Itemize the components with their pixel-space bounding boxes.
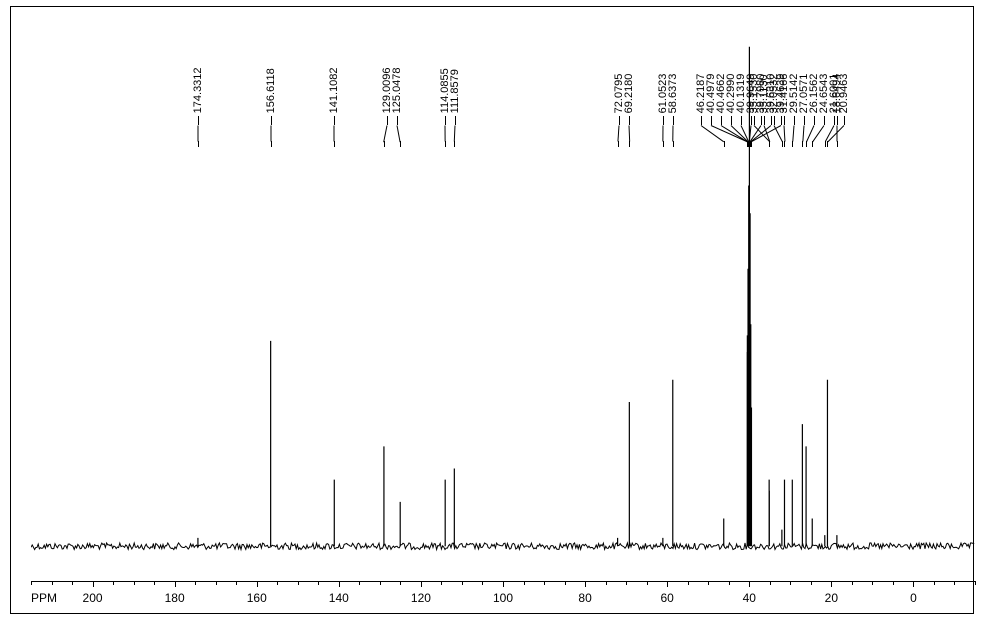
axis-minor-tick bbox=[524, 581, 525, 585]
x-axis: PPM 200180160140120100806040200 bbox=[31, 581, 975, 617]
axis-tick-label: 40 bbox=[743, 591, 756, 605]
axis-minor-tick bbox=[565, 581, 566, 585]
axis-minor-tick bbox=[852, 581, 853, 585]
baseline-noise bbox=[31, 19, 975, 574]
axis-minor-tick bbox=[318, 581, 319, 585]
axis-major-tick bbox=[503, 581, 504, 587]
axis-minor-tick bbox=[380, 581, 381, 585]
axis-major-tick bbox=[257, 581, 258, 587]
axis-major-tick bbox=[585, 581, 586, 587]
axis-minor-tick bbox=[954, 581, 955, 585]
axis-minor-tick bbox=[277, 581, 278, 585]
axis-tick-label: 80 bbox=[578, 591, 591, 605]
axis-minor-tick bbox=[975, 581, 976, 585]
axis-minor-tick bbox=[708, 581, 709, 585]
axis-minor-tick bbox=[236, 581, 237, 585]
axis-minor-tick bbox=[688, 581, 689, 585]
axis-minor-tick bbox=[482, 581, 483, 585]
axis-major-tick bbox=[667, 581, 668, 587]
axis-major-tick bbox=[831, 581, 832, 587]
axis-major-tick bbox=[93, 581, 94, 587]
axis-minor-tick bbox=[934, 581, 935, 585]
axis-minor-tick bbox=[647, 581, 648, 585]
axis-minor-tick bbox=[729, 581, 730, 585]
axis-minor-tick bbox=[441, 581, 442, 585]
axis-tick-label: 120 bbox=[411, 591, 431, 605]
axis-major-tick bbox=[175, 581, 176, 587]
axis-major-tick bbox=[339, 581, 340, 587]
axis-tick-label: 60 bbox=[660, 591, 673, 605]
axis-minor-tick bbox=[544, 581, 545, 585]
axis-tick-label: 160 bbox=[247, 591, 267, 605]
axis-major-tick bbox=[913, 581, 914, 587]
axis-minor-tick bbox=[359, 581, 360, 585]
axis-minor-tick bbox=[770, 581, 771, 585]
axis-minor-tick bbox=[626, 581, 627, 585]
axis-minor-tick bbox=[52, 581, 53, 585]
axis-tick-label: 0 bbox=[910, 591, 917, 605]
axis-tick-label: 100 bbox=[493, 591, 513, 605]
axis-minor-tick bbox=[790, 581, 791, 585]
nmr-plot-area: 174.3312156.6118141.1082129.0096125.0478… bbox=[31, 19, 975, 574]
axis-minor-tick bbox=[811, 581, 812, 585]
axis-minor-tick bbox=[154, 581, 155, 585]
axis-tick-label: 140 bbox=[329, 591, 349, 605]
axis-minor-tick bbox=[72, 581, 73, 585]
axis-minor-tick bbox=[31, 581, 32, 585]
axis-minor-tick bbox=[400, 581, 401, 585]
chart-frame: 174.3312156.6118141.1082129.0096125.0478… bbox=[10, 6, 974, 614]
axis-minor-tick bbox=[113, 581, 114, 585]
axis-minor-tick bbox=[216, 581, 217, 585]
axis-minor-tick bbox=[606, 581, 607, 585]
axis-minor-tick bbox=[893, 581, 894, 585]
axis-title: PPM bbox=[31, 591, 57, 605]
axis-tick-label: 20 bbox=[825, 591, 838, 605]
axis-minor-tick bbox=[462, 581, 463, 585]
axis-major-tick bbox=[749, 581, 750, 587]
axis-major-tick bbox=[421, 581, 422, 587]
axis-tick-label: 180 bbox=[165, 591, 185, 605]
axis-minor-tick bbox=[195, 581, 196, 585]
axis-minor-tick bbox=[134, 581, 135, 585]
axis-tick-label: 200 bbox=[83, 591, 103, 605]
axis-minor-tick bbox=[298, 581, 299, 585]
axis-minor-tick bbox=[872, 581, 873, 585]
